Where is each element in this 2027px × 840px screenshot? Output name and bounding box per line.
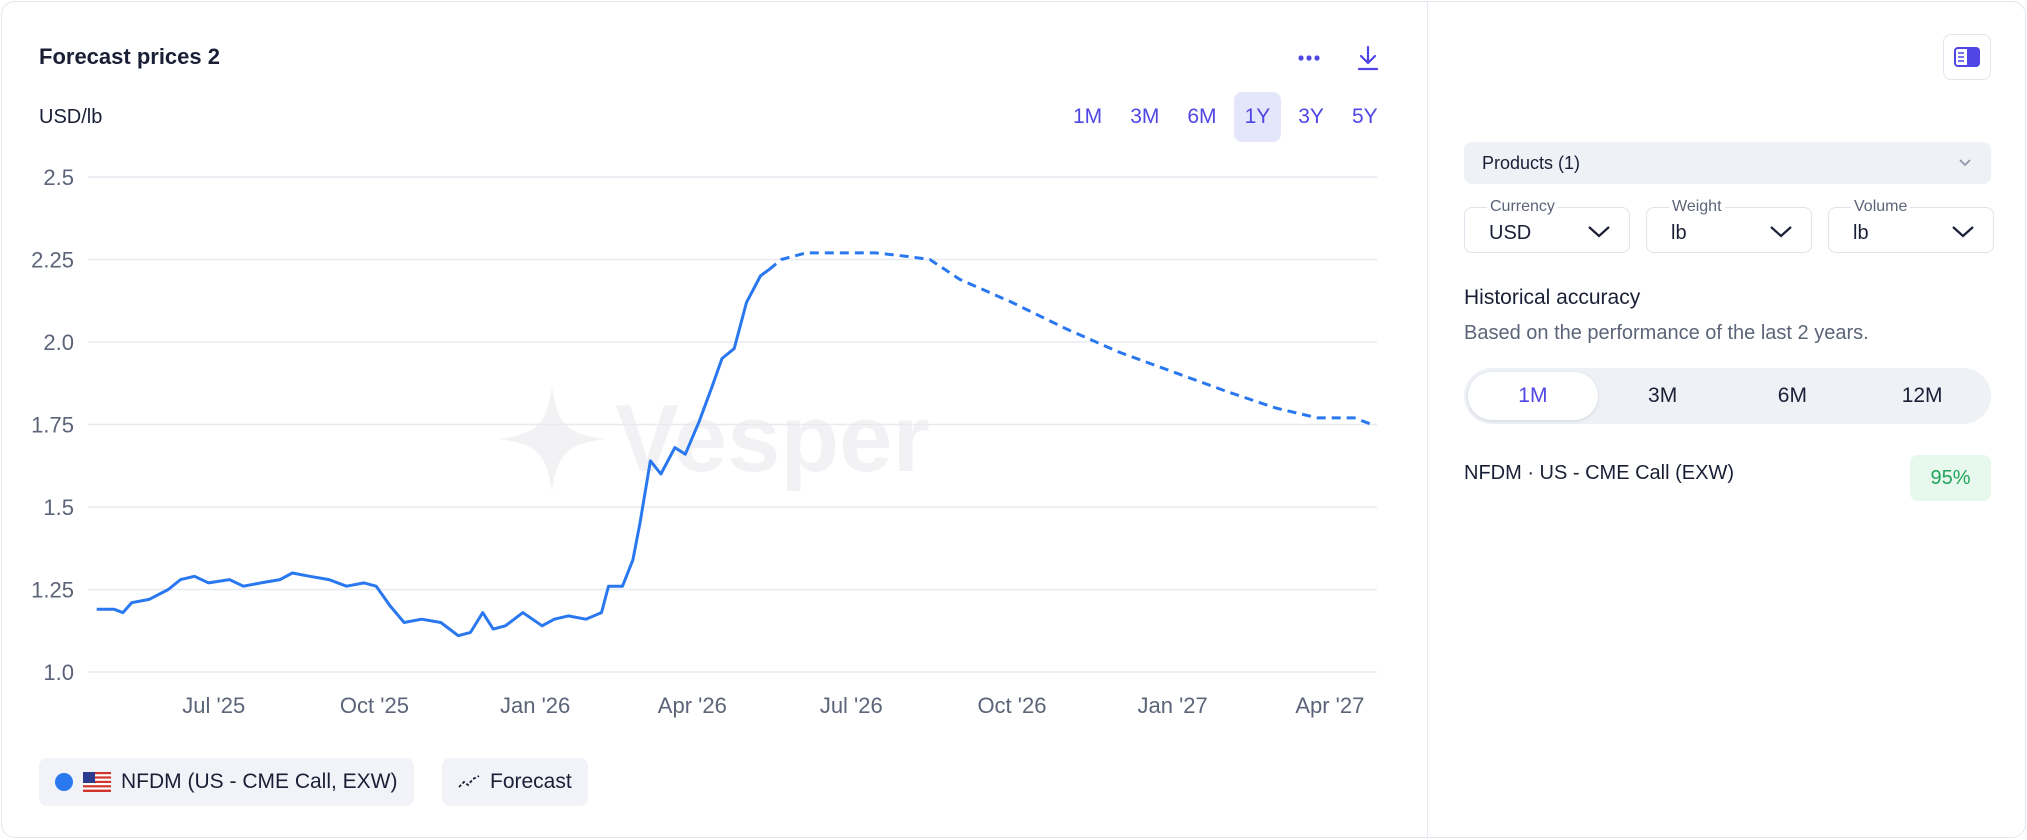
chevron-down-icon [1959,159,1971,167]
range-tab-1y[interactable]: 1Y [1233,92,1282,142]
historical-accuracy-title: Historical accuracy [1464,286,1641,309]
products-select-label: Products (1) [1482,152,1581,173]
y-tick-label: 2.0 [43,330,74,355]
range-tabs: 1M 3M 6M 1Y 3Y 5Y [1062,92,1389,142]
currency-label: Currency [1487,198,1558,216]
more-horizontal-icon [1298,55,1320,61]
panel-layout-icon [1954,47,1980,67]
accuracy-tab-1m[interactable]: 1M [1468,372,1598,420]
accuracy-tab-6m[interactable]: 6M [1777,384,1807,407]
series-color-dot [55,773,73,791]
download-icon [1357,45,1379,71]
legend-forecast-label: Forecast [490,770,572,793]
chart-title: Forecast prices 2 [39,44,220,69]
chart-series [96,251,1373,638]
products-select[interactable]: Products (1) [1464,142,1991,184]
currency-select[interactable]: Currency USD [1464,198,1630,253]
chevron-down-icon [1588,226,1610,238]
range-tab-5y[interactable]: 5Y [1351,105,1378,128]
chevron-down-icon [1770,226,1792,238]
unit-label: USD/lb [39,106,103,128]
range-tab-6m[interactable]: 6M [1187,105,1217,128]
weight-value: lb [1671,222,1687,244]
y-axis: 2.5 2.25 2.0 1.75 1.5 1.25 1.0 [31,165,74,685]
star-logo-icon [499,386,605,492]
x-tick-label: Jan '27 [1138,693,1208,718]
chevron-down-icon [1952,226,1974,238]
x-tick-label: Jul '25 [182,693,245,718]
price-chart: 2.52.252.01.751.51.251.0 Jul '25 Oct '25 J… [31,165,1377,718]
x-tick-label: Oct '25 [340,693,409,718]
x-tick-label: Jan '26 [500,693,570,718]
accuracy-period-tabs: 1M 3M 6M 12M [1464,368,1991,424]
watermark-logo: Vesper [497,384,930,494]
volume-label: Volume [1851,198,1911,216]
x-tick-label: Jul '26 [820,693,883,718]
legend-item-forecast[interactable]: Forecast [442,758,588,806]
x-tick-label: Oct '26 [977,693,1046,718]
weight-select[interactable]: Weight lb [1646,198,1812,253]
y-tick-label: 1.75 [31,413,74,438]
download-button[interactable] [1350,40,1386,76]
legend-series-label: NFDM (US - CME Call, EXW) [121,770,398,793]
range-tab-3y[interactable]: 3Y [1298,105,1324,128]
y-tick-label: 1.25 [31,578,74,603]
historical-accuracy-subtitle: Based on the performance of the last 2 y… [1464,322,1869,344]
y-tick-label: 2.5 [43,165,74,190]
forecast-series-line [768,251,1373,426]
watermark-text: Vesper [615,385,930,492]
y-tick-label: 1.0 [43,660,74,685]
x-axis: Jul '25 Oct '25 Jan '26 Apr '26 Jul '26 Oct '… [182,693,1364,718]
range-tab-3m[interactable]: 3M [1130,105,1160,128]
volume-value: lb [1853,222,1869,244]
forecast-line-icon [458,775,480,788]
accuracy-tab-3m[interactable]: 3M [1648,384,1678,407]
y-tick-label: 1.5 [43,495,74,520]
volume-select[interactable]: Volume lb [1828,198,1994,253]
us-flag-icon [83,772,111,792]
y-tick-label: 2.25 [31,248,74,273]
more-options-button[interactable] [1291,40,1327,76]
panel-toggle-button[interactable] [1943,34,1991,80]
accuracy-tab-12m[interactable]: 12M [1901,384,1943,407]
accuracy-badge: 95% [1910,455,1991,501]
x-tick-label: Apr '27 [1295,693,1364,718]
currency-value: USD [1489,222,1532,244]
legend-item-series[interactable]: NFDM (US - CME Call, EXW) [39,758,414,806]
panel-divider [1427,2,1428,837]
weight-label: Weight [1669,198,1725,216]
accuracy-product-name: NFDM · US - CME Call (EXW) [1464,462,1734,484]
range-tab-1m[interactable]: 1M [1073,105,1103,128]
historical-series-line [96,268,771,638]
x-tick-label: Apr '26 [658,693,727,718]
chart-grid [88,176,1377,673]
